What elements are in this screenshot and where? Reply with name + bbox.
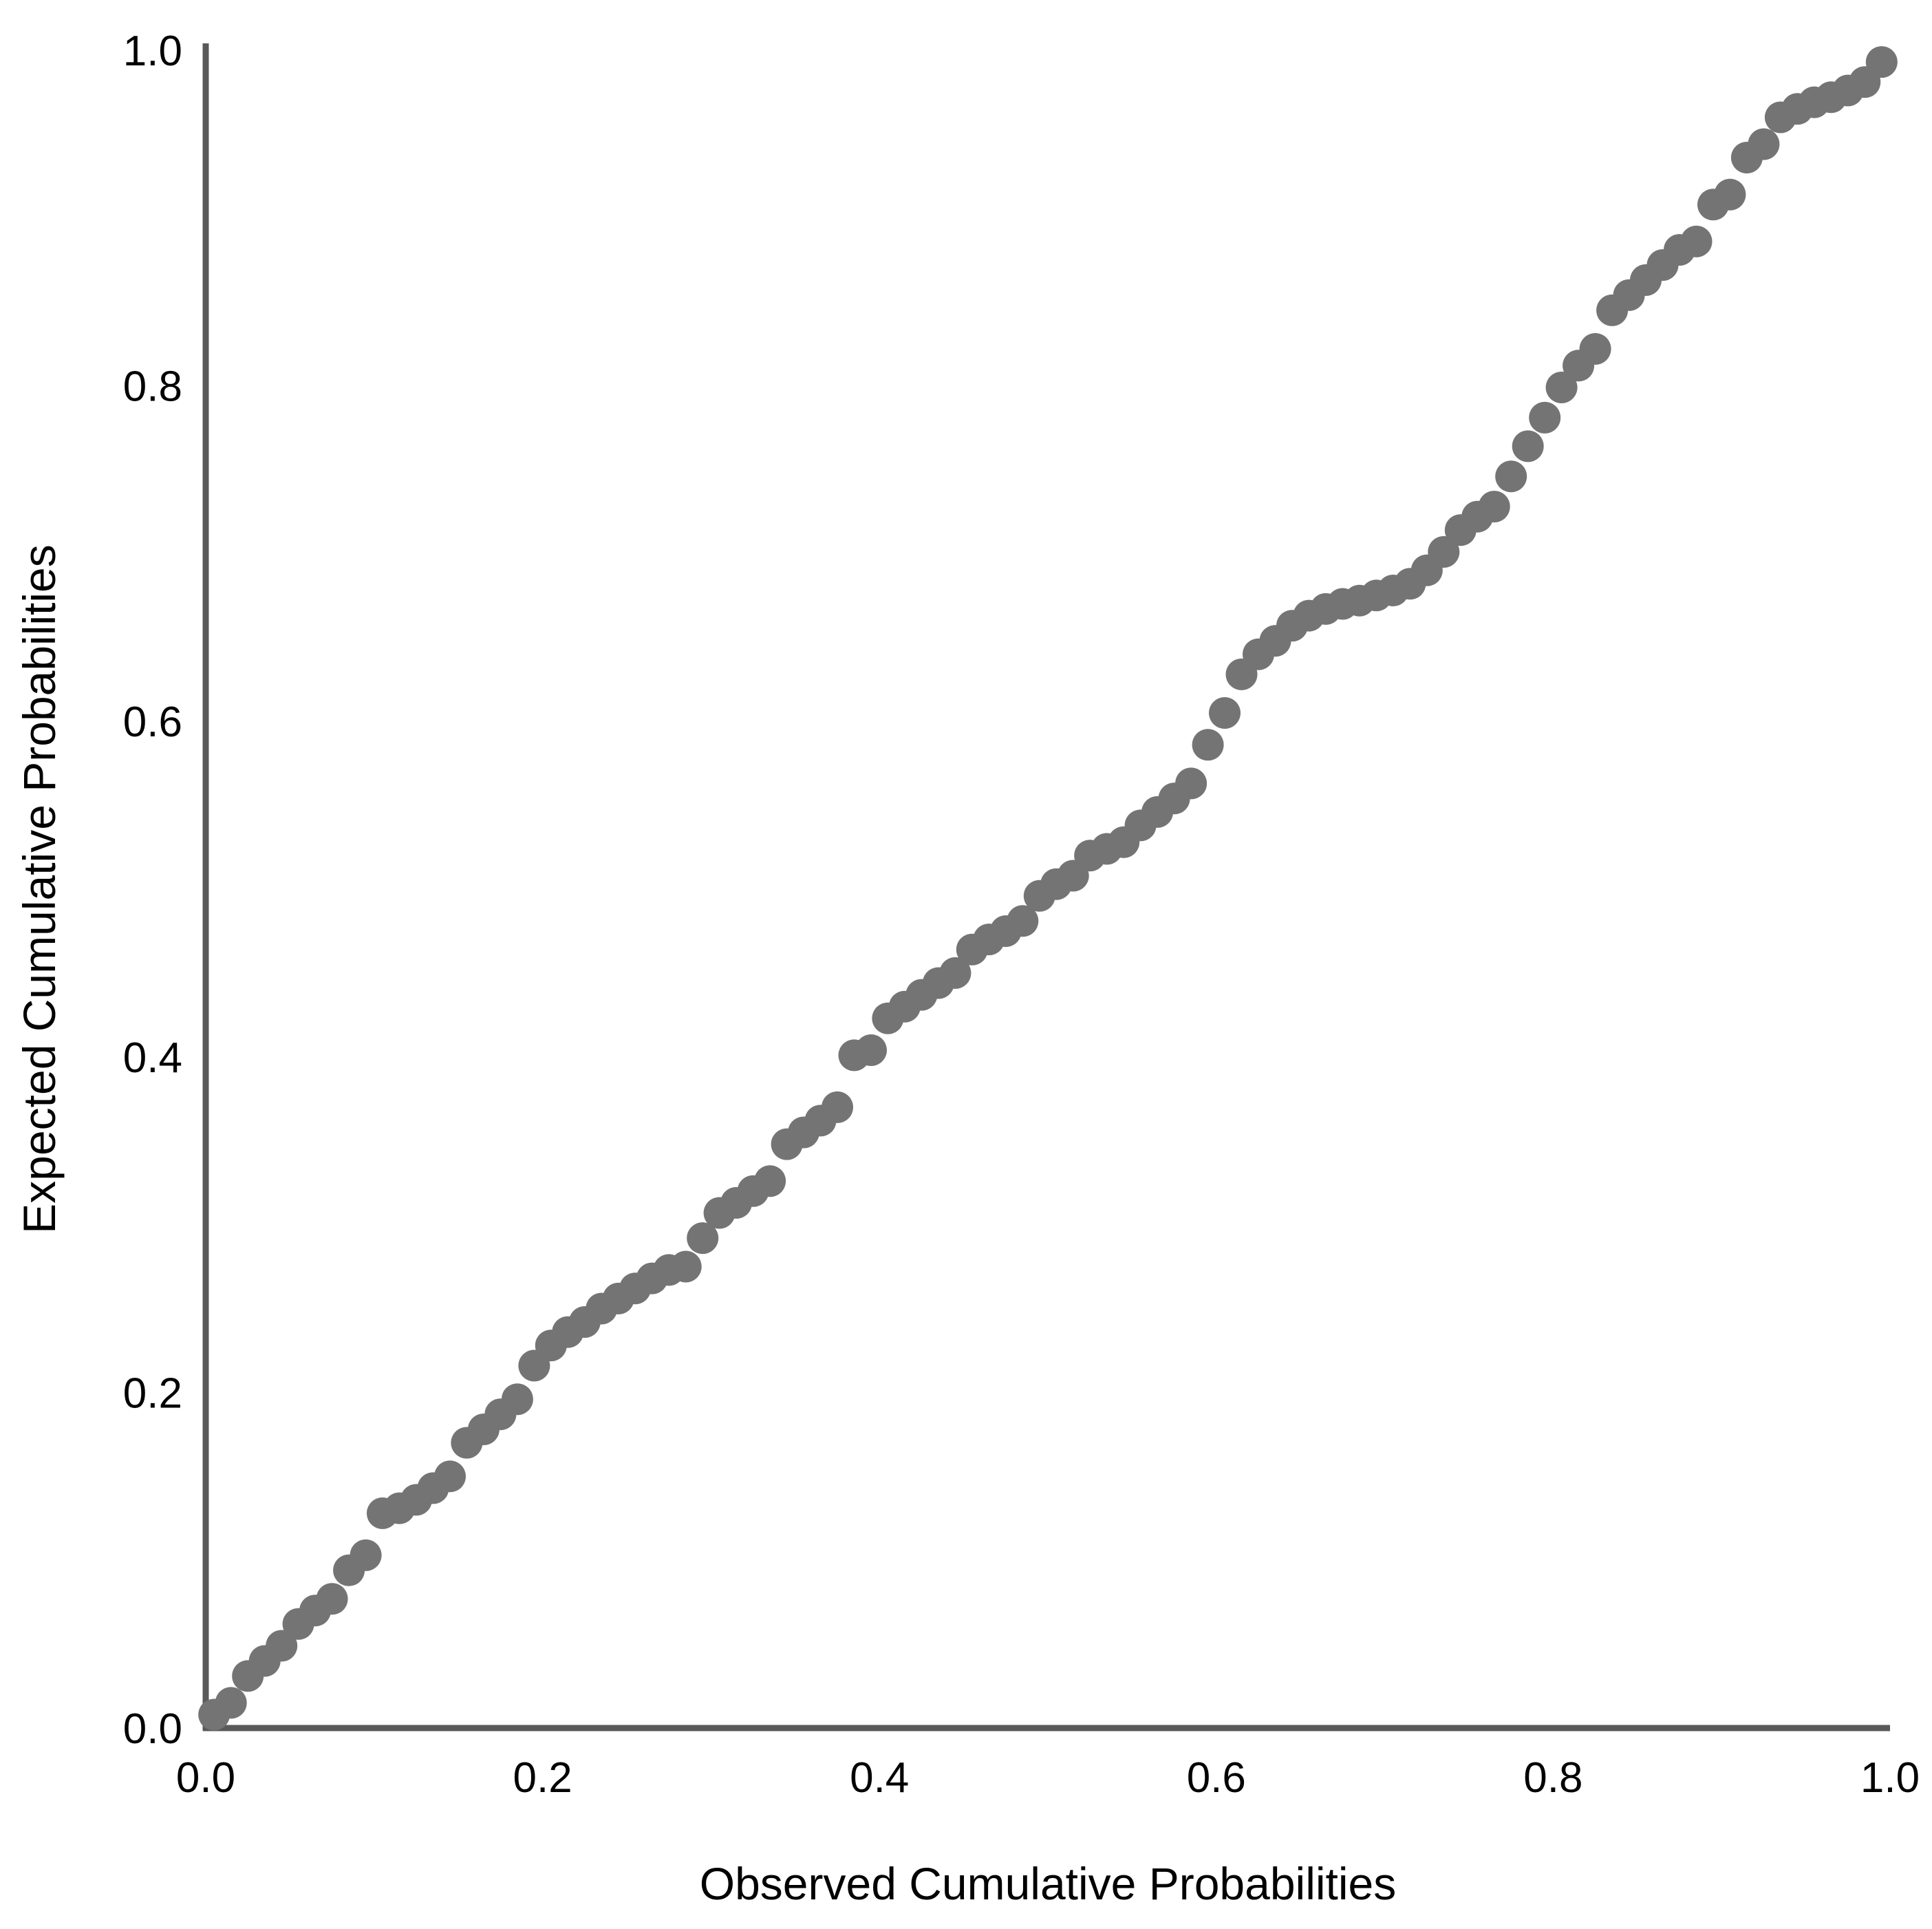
data-point [434,1460,466,1493]
data-point [215,1687,247,1719]
data-point [1529,401,1561,434]
data-point [1748,128,1780,160]
data-point [266,1630,298,1662]
data-point [1007,905,1039,937]
x-tick-label: 0.4 [850,1754,909,1802]
data-point [939,957,972,989]
y-tick-label: 0.0 [123,1705,182,1753]
data-point [1865,46,1898,78]
data-point [1175,767,1208,800]
x-tick-label: 0.0 [176,1754,235,1802]
data-point [350,1539,382,1571]
data-point [1512,430,1544,462]
data-point [669,1250,702,1283]
data-point [687,1222,719,1255]
data-point [855,1034,887,1066]
data-point [1579,333,1611,365]
y-tick-label: 0.4 [123,1034,182,1082]
x-tick-label: 0.2 [513,1754,572,1802]
data-point [1478,491,1510,523]
y-tick-label: 0.2 [123,1370,182,1417]
y-tick-label: 0.8 [123,363,182,411]
data-point [1192,729,1224,761]
x-tick-label: 0.6 [1187,1754,1246,1802]
data-point [1714,178,1746,211]
data-point [501,1383,533,1416]
data-points-group [198,46,1898,1731]
data-point [1680,225,1713,257]
data-point [1545,372,1578,403]
data-point [1495,460,1527,493]
y-axis-tick-labels: 0.0 0.2 0.4 0.6 0.8 1.0 [123,28,182,1753]
x-tick-label: 0.8 [1523,1754,1582,1802]
data-point [754,1165,786,1197]
x-tick-label: 1.0 [1860,1754,1920,1802]
y-tick-label: 0.6 [123,699,182,746]
data-point [316,1583,348,1615]
y-tick-label: 1.0 [123,28,182,75]
data-point [822,1091,853,1123]
x-axis-title: Observed Cumulative Probabilities [700,1858,1396,1909]
y-axis-title: Expected Cumulative Probabilities [14,544,65,1234]
data-point [1428,536,1460,568]
data-point [1209,697,1241,729]
x-axis-tick-labels: 0.0 0.2 0.4 0.6 0.8 1.0 [176,1754,1920,1802]
